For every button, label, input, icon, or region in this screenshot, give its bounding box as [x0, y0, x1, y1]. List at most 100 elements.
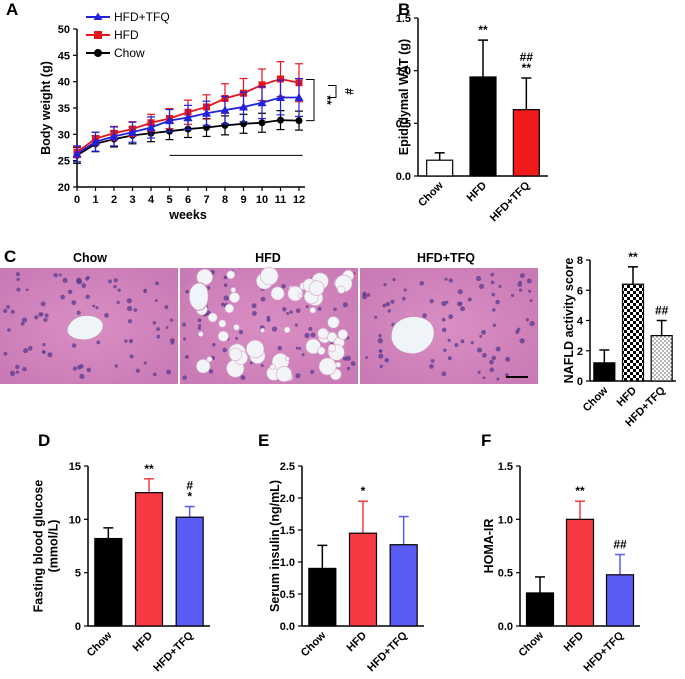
nucleus [127, 319, 133, 324]
y-tick-label: 1.5 [498, 461, 513, 473]
y-tick-label: 0.0 [280, 621, 295, 633]
sig-annotation: ** [320, 95, 334, 105]
nucleus [490, 280, 495, 285]
x-tick-label: 10 [256, 194, 268, 206]
nucleus [156, 327, 160, 331]
sig-annotation: ## [520, 50, 534, 64]
nucleus [182, 322, 187, 327]
nucleus [441, 371, 447, 377]
nucleus [479, 283, 485, 289]
data-point [183, 112, 193, 121]
nucleus [379, 364, 383, 369]
nucleus [430, 358, 435, 363]
nucleus [518, 288, 523, 292]
lipid-droplet [308, 280, 325, 296]
nucleus [47, 352, 53, 358]
histology-title-chow: Chow [73, 251, 107, 265]
nucleus [317, 306, 322, 311]
y-tick-label: 40 [58, 77, 70, 89]
x-tick-label: 8 [222, 194, 228, 206]
lipid-droplet [305, 338, 321, 355]
nucleus [235, 336, 239, 340]
nucleus [529, 299, 533, 303]
nucleus [289, 310, 293, 314]
lipid-droplet [218, 319, 227, 328]
lipid-droplet [206, 356, 213, 363]
nucleus [282, 307, 287, 312]
lipid-droplet [228, 291, 241, 304]
y-tick-label: 1.0 [498, 514, 513, 526]
x-category-label: HFD [345, 630, 370, 655]
nucleus [383, 283, 387, 287]
nucleus [95, 306, 99, 310]
nucleus [519, 338, 525, 344]
nucleus [260, 296, 266, 302]
nucleus [310, 369, 315, 374]
y-axis-label: Fasting blood glucose [32, 480, 46, 613]
nucleus [133, 308, 138, 312]
y-tick-label: 0 [577, 376, 583, 388]
data-point [128, 127, 137, 136]
y-axis-label: (mmol/L) [47, 520, 61, 573]
data-point [276, 92, 285, 101]
nucleus [467, 297, 472, 302]
y-tick-label: 25 [58, 156, 70, 168]
bar-chow [94, 537, 123, 627]
nucleus [477, 370, 481, 375]
sig-annotation: ** [575, 484, 585, 498]
nucleus [374, 315, 378, 319]
y-tick-label: 35 [58, 103, 70, 115]
y-tick-label: 0.5 [498, 568, 513, 580]
lipid-droplet [260, 327, 265, 333]
bracket-hfd-vs-chow [306, 79, 315, 122]
y-tick-label: 20 [58, 182, 70, 194]
lipid-droplet [337, 285, 346, 294]
histology-image-chow [0, 268, 178, 384]
nucleus [384, 357, 389, 363]
nucleus [460, 339, 465, 344]
bracket-hfd-vs-tfq [328, 85, 337, 98]
nucleus [401, 296, 406, 301]
nucleus [169, 318, 174, 322]
nucleus [459, 301, 463, 306]
nucleus [489, 367, 495, 373]
lipid-droplet [309, 306, 317, 314]
nucleus [441, 327, 447, 333]
x-category-label: HFD [131, 630, 156, 655]
nucleus [222, 347, 228, 353]
series-hfd-tfq [72, 77, 304, 163]
nucleus [129, 354, 134, 359]
nucleus [116, 300, 120, 304]
nucleus [281, 283, 286, 289]
bar-chow [593, 362, 616, 382]
nucleus [441, 300, 447, 307]
x-tick-label: 0 [74, 194, 80, 206]
lipid-droplet [230, 287, 237, 293]
nucleus [260, 363, 264, 368]
lipid-droplet [226, 270, 236, 280]
nucleus [3, 351, 8, 356]
nucleus [16, 287, 21, 292]
sig-annotation: * [361, 484, 366, 498]
nucleus [515, 329, 520, 334]
nucleus [197, 326, 202, 330]
nucleus [10, 309, 15, 314]
nucleus [308, 326, 313, 332]
nucleus [333, 307, 337, 311]
nucleus [295, 346, 299, 350]
x-tick-label: 2 [111, 194, 117, 206]
x-category-label: HFD+TFQ [365, 629, 410, 674]
nucleus [113, 284, 117, 289]
nucleus [25, 288, 29, 292]
data-point [165, 116, 174, 125]
y-tick-label: 0.0 [498, 621, 513, 633]
bar-hfd-tfq [650, 335, 673, 382]
nucleus [365, 356, 369, 359]
nucleus [482, 353, 487, 358]
nucleus [429, 299, 434, 304]
nucleus [295, 308, 301, 313]
nucleus [498, 284, 502, 289]
nucleus [529, 320, 535, 327]
nucleus [62, 277, 68, 283]
sig-annotation: * [187, 490, 192, 504]
